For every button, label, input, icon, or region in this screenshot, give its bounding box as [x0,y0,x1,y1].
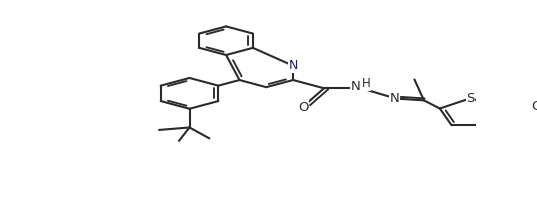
Text: N: N [389,92,400,105]
Text: N: N [288,59,298,72]
Text: S: S [467,92,475,105]
Text: H: H [361,77,371,90]
Text: Cl: Cl [531,100,537,113]
Text: N: N [351,80,360,93]
Text: O: O [298,101,309,114]
